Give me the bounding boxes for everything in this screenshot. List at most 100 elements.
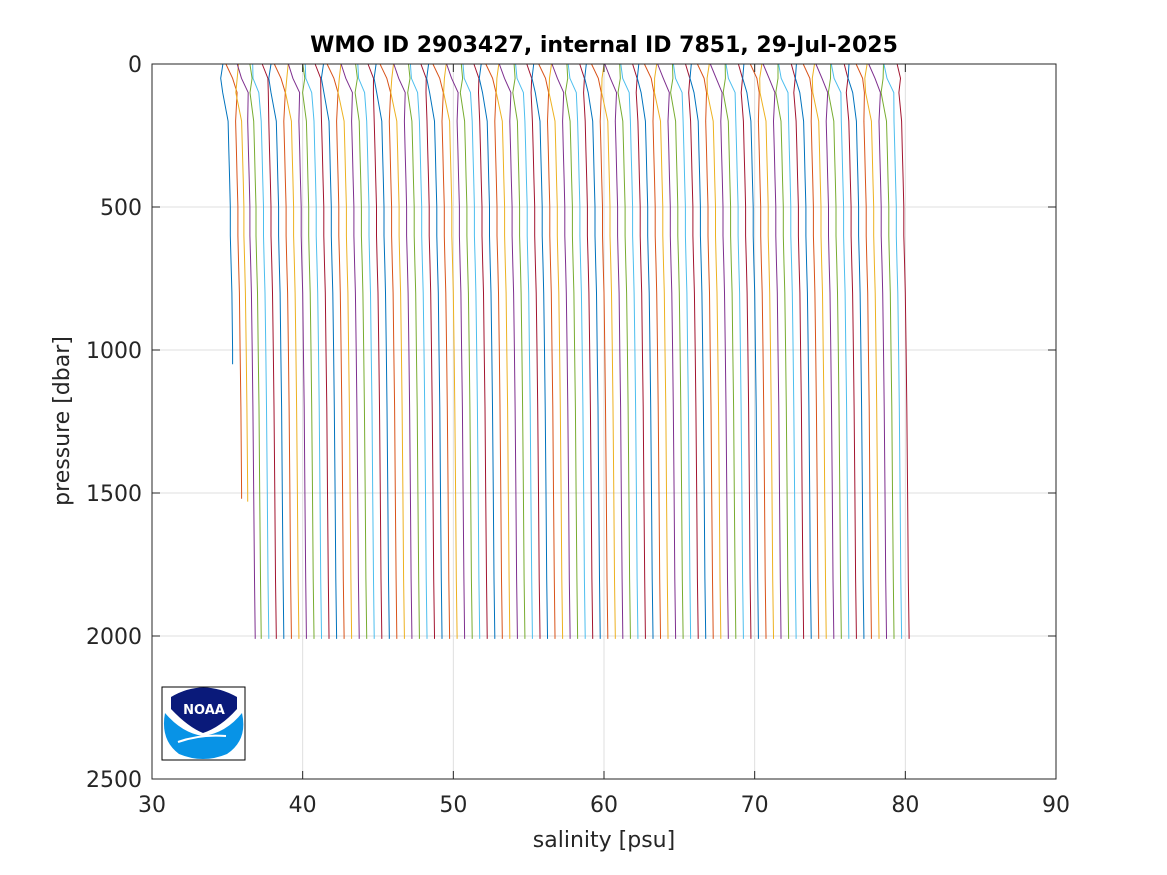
- profile-line: [670, 63, 684, 639]
- grid: [152, 64, 1056, 779]
- profile-line: [485, 63, 503, 639]
- profile-line: [742, 63, 759, 639]
- profile-line: [548, 63, 564, 639]
- profile-line: [337, 63, 353, 639]
- profile-line: [591, 63, 609, 639]
- profile-line: [689, 63, 707, 639]
- profile-line: [706, 63, 722, 639]
- profile-line: [354, 63, 368, 639]
- profile-line: [657, 63, 677, 639]
- profile-line: [531, 63, 548, 639]
- profile-line: [407, 63, 420, 639]
- axis-ticks: 30 40 50 60 70 80 90 0 500 1000 1500 2000 2500: [86, 53, 1070, 818]
- profile-line: [367, 63, 383, 639]
- profile-line: [722, 63, 737, 639]
- profile-line: [320, 63, 338, 639]
- profile-line: [567, 63, 586, 639]
- profile-line: [685, 63, 699, 639]
- profile-line: [636, 63, 654, 639]
- profile-line: [815, 63, 835, 639]
- profile-line: [601, 63, 616, 639]
- profile-line: [515, 63, 533, 639]
- profile-line: [617, 63, 631, 639]
- profile-line: [284, 63, 300, 639]
- logo-top-shape: [171, 687, 237, 733]
- profile-line: [498, 63, 518, 639]
- noaa-logo: NOAA: [161, 686, 246, 761]
- profile-line: [235, 63, 249, 502]
- profile-line: [696, 63, 714, 639]
- profile-line: [409, 63, 428, 639]
- y-tick-label: 2000: [86, 625, 142, 650]
- profile-line: [868, 63, 887, 639]
- profile-line: [620, 63, 639, 639]
- profile-line: [790, 63, 805, 639]
- profile-line: [762, 63, 782, 639]
- profile-line: [794, 63, 812, 639]
- profile-line: [478, 63, 496, 639]
- x-tick-label: 70: [741, 793, 769, 818]
- profile-line: [302, 63, 315, 639]
- profile-line: [749, 63, 767, 639]
- x-tick-label: 30: [138, 793, 166, 818]
- profile-line: [495, 63, 511, 639]
- profile-line: [512, 63, 526, 639]
- profile-line: [847, 63, 865, 639]
- y-tick-label: 1500: [86, 482, 142, 507]
- profile-line: [775, 64, 790, 639]
- profile-line: [672, 63, 692, 639]
- profile-line: [802, 63, 820, 639]
- profile-line: [830, 63, 850, 639]
- profile-line: [252, 63, 270, 639]
- profile-line: [220, 63, 234, 365]
- profile-line: [459, 63, 473, 639]
- profile-line: [725, 63, 744, 639]
- profile-line: [236, 63, 256, 639]
- x-tick-label: 80: [891, 793, 919, 818]
- profile-line: [880, 63, 895, 639]
- profile-line: [579, 63, 594, 639]
- x-tick-label: 40: [289, 793, 317, 818]
- profile-line: [896, 63, 910, 639]
- y-tick-label: 2500: [86, 768, 142, 793]
- logo-text: NOAA: [183, 703, 225, 718]
- x-tick-label: 90: [1042, 793, 1070, 818]
- profile-lines: [220, 63, 910, 639]
- profile-line: [443, 63, 458, 639]
- chart-title: WMO ID 2903427, internal ID 7851, 29-Jul…: [310, 33, 898, 58]
- profile-line: [632, 63, 646, 639]
- profile-line: [864, 63, 880, 639]
- profile-line: [273, 63, 292, 639]
- profile-line: [827, 63, 842, 639]
- y-axis-label: pressure [dbar]: [50, 336, 75, 506]
- profile-line: [604, 63, 624, 639]
- profile-line: [811, 63, 827, 639]
- x-tick-label: 60: [590, 793, 618, 818]
- y-tick-label: 1000: [86, 339, 142, 364]
- profile-line: [883, 63, 903, 639]
- profile-line: [426, 63, 443, 639]
- profile-line: [379, 63, 398, 639]
- x-tick-label: 50: [439, 793, 467, 818]
- profile-line: [314, 63, 330, 639]
- profile-line: [390, 63, 405, 639]
- y-tick-label: 0: [128, 53, 142, 78]
- profile-line: [287, 63, 307, 639]
- profile-line: [473, 63, 488, 639]
- profile-line: [643, 63, 661, 639]
- profile-line: [432, 63, 451, 639]
- profile-line: [526, 63, 541, 639]
- y-tick-label: 500: [100, 196, 142, 221]
- profile-line: [304, 63, 322, 639]
- x-axis-label: salinity [psu]: [533, 828, 675, 853]
- profile-line: [564, 63, 579, 639]
- profile-line: [538, 63, 556, 639]
- profile-line: [855, 63, 872, 639]
- profile-line: [584, 63, 601, 639]
- logo-wave: [177, 734, 227, 743]
- profile-line: [393, 63, 413, 639]
- profile-line: [843, 63, 857, 639]
- profile-line: [357, 63, 375, 639]
- profile-line: [653, 63, 669, 639]
